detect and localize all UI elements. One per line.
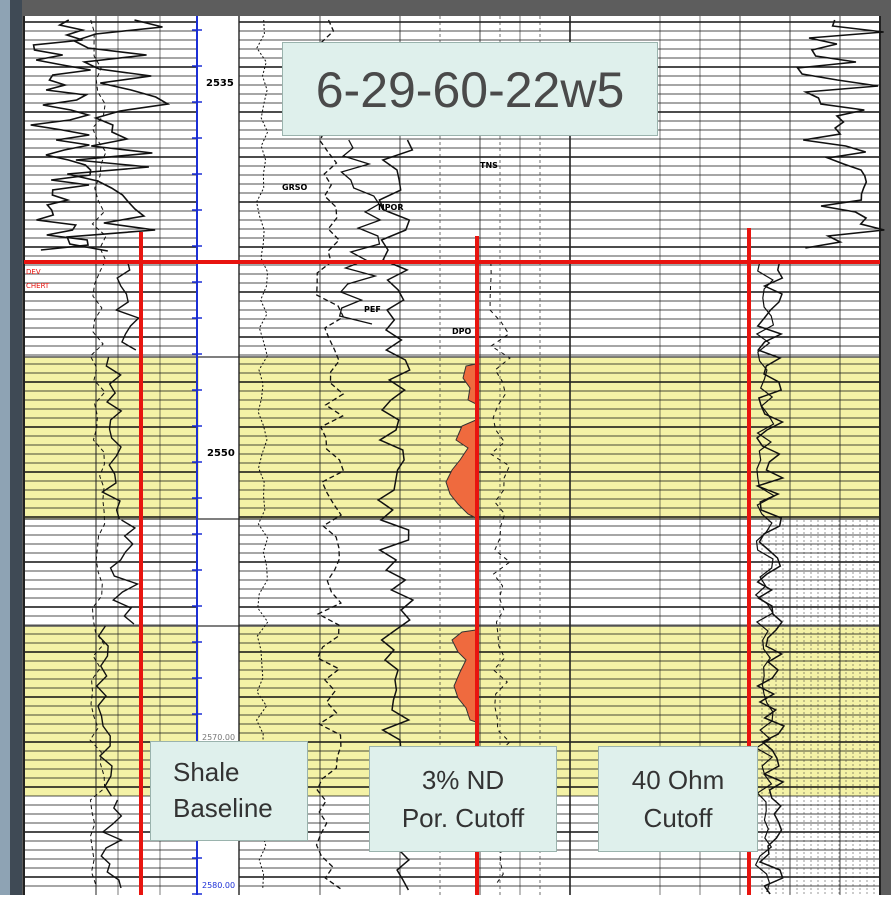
gamma-ray-curve-upper — [66, 19, 171, 252]
resistivity-curve-upper — [796, 19, 885, 249]
caliper-curve — [89, 19, 107, 885]
ohm-callout-line1: 40 Ohm — [631, 765, 725, 795]
depth-label-2570: 2570.00 — [202, 733, 235, 742]
gamma-ray-curve-lower — [100, 799, 123, 889]
marker-text-dev: DEV — [26, 268, 41, 276]
gamma-ray-curve-zone2 — [95, 625, 113, 797]
marker-text-chert: CHERT — [26, 282, 50, 290]
resistivity-shallow-curve — [754, 261, 776, 893]
curve-label-dpo: DPO — [452, 327, 472, 336]
neutron-curve — [315, 19, 345, 890]
nd-callout-line2: Por. Cutoff — [401, 803, 525, 833]
depth-label-2550: 2550 — [207, 448, 235, 459]
curve-label-grso: GRSO — [282, 183, 307, 192]
nd-porosity-callout: 3% ND Por. Cutoff — [369, 746, 557, 852]
curve-label-pef: PEF — [364, 305, 381, 314]
ohm-cutoff-callout: 40 Ohm Cutoff — [598, 746, 758, 852]
curve-label-npor: NPOR — [378, 203, 404, 212]
depth-label-2580: 2580.00 — [202, 881, 235, 890]
resistivity-deep-curve — [755, 261, 786, 895]
left-border-inner — [10, 0, 22, 895]
depth-label-2535: 2535 — [206, 78, 234, 89]
gamma-ray-curve-mid2 — [109, 519, 140, 625]
well-id-title: 6-29-60-22w5 — [282, 42, 658, 136]
porosity-fill-lower — [451, 629, 477, 723]
gamma-ray-curve-zone1 — [100, 356, 123, 520]
shale-callout-line2: Baseline — [173, 793, 273, 823]
curve-label-tns: TNS — [480, 161, 498, 170]
gamma-ray-curve-mid — [114, 261, 140, 351]
ohm-callout-line2: Cutoff — [643, 803, 713, 833]
shale-callout-line1: Shale — [173, 757, 240, 787]
nd-callout-line1: 3% ND — [421, 765, 505, 795]
pef-curve — [338, 139, 382, 325]
shale-baseline-callout: Shale Baseline — [150, 741, 308, 841]
shale-curve-upper — [30, 19, 92, 251]
